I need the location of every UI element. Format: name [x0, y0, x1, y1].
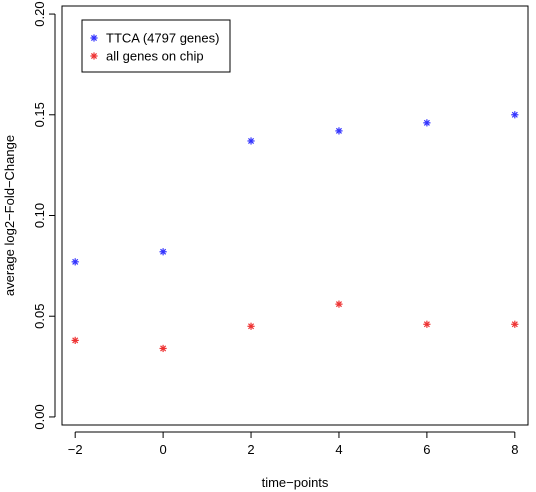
data-point-series-1 [423, 119, 431, 127]
plot-area [61, 5, 529, 426]
data-point-series-2 [335, 300, 343, 308]
data-point-series-2 [423, 320, 431, 328]
x-tick-label: 6 [423, 442, 430, 457]
y-axis-title: average log2−Fold−Change [2, 135, 17, 296]
x-tick-label: 4 [335, 442, 342, 457]
x-axis-title: time−points [262, 475, 329, 490]
data-point-series-1 [335, 127, 343, 135]
data-point-series-1 [159, 248, 167, 256]
y-axis: 0.00 0.05 0.10 0.15 0.20 [32, 1, 56, 430]
x-tick-label: 0 [159, 442, 166, 457]
data-points [71, 111, 519, 353]
legend-marker [90, 52, 98, 60]
x-tick-label: −2 [68, 442, 83, 457]
y-tick-label: 0.00 [32, 404, 47, 429]
legend-entry-label: all genes on chip [106, 49, 204, 64]
data-point-series-2 [71, 336, 79, 344]
data-point-series-2 [247, 322, 255, 330]
data-point-series-2 [159, 344, 167, 353]
data-point-series-1 [71, 258, 79, 266]
legend-marker [90, 34, 98, 42]
y-tick-label: 0.10 [32, 203, 47, 228]
y-tick-label: 0.05 [32, 304, 47, 329]
legend-entry-label: TTCA (4797 genes) [106, 31, 219, 46]
y-tick-label: 0.20 [32, 1, 47, 26]
data-point-series-1 [247, 137, 255, 145]
y-tick-label: 0.15 [32, 102, 47, 127]
data-point-series-2 [511, 320, 519, 328]
legend-box [81, 19, 231, 73]
plot-frame [61, 5, 529, 426]
x-axis: −2 0 2 4 6 8 [68, 431, 518, 457]
x-tick-label: 2 [247, 442, 254, 457]
data-point-series-1 [511, 111, 519, 119]
x-tick-label: 8 [511, 442, 518, 457]
legend: TTCA (4797 genes) all genes on chip [81, 19, 231, 73]
